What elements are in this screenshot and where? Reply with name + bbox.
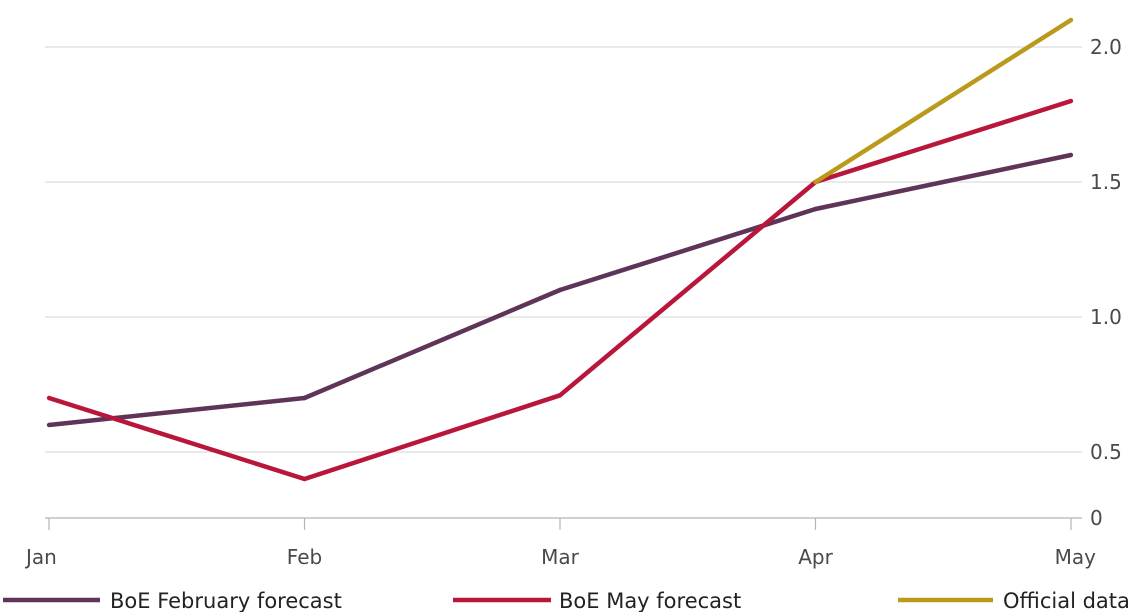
data-point xyxy=(1068,17,1074,23)
data-point xyxy=(302,395,307,401)
x-tick-label: May xyxy=(1055,545,1097,569)
legend-label: Official data xyxy=(1003,589,1130,612)
data-point xyxy=(46,395,52,401)
y-tick-label: 1.0 xyxy=(1090,305,1122,329)
y-tick-label: 1.5 xyxy=(1090,170,1122,194)
y-tick-label: 0.5 xyxy=(1090,440,1122,464)
data-point xyxy=(1068,152,1074,158)
x-tick-label: Feb xyxy=(287,545,322,569)
legend-item: Official data xyxy=(898,589,1130,612)
data-point xyxy=(302,476,307,482)
legend-label: BoE May forecast xyxy=(559,589,741,612)
legend: BoE February forecast BoE May forecast Off… xyxy=(3,589,1130,612)
y-tick-label: 0 xyxy=(1090,506,1103,530)
data-point xyxy=(813,179,818,185)
y-tick-label: 2.0 xyxy=(1090,35,1122,59)
x-tick-label: Apr xyxy=(798,545,833,569)
legend-item: BoE February forecast xyxy=(3,589,342,612)
legend-item: BoE May forecast xyxy=(453,589,741,612)
data-point xyxy=(557,287,563,293)
x-tick-label: Jan xyxy=(24,545,57,569)
y-axis: 0 0.5 1.0 1.5 2.0 xyxy=(1090,35,1122,530)
data-point xyxy=(1068,98,1074,104)
data-point xyxy=(557,393,563,398)
series-line-2 xyxy=(814,18,1073,184)
legend-label: BoE February forecast xyxy=(110,589,342,612)
x-axis: Jan Feb Mar Apr May xyxy=(24,518,1096,569)
data-point xyxy=(46,422,52,428)
x-tick-label: Mar xyxy=(541,545,580,569)
series-lines xyxy=(46,17,1074,482)
data-point xyxy=(813,206,818,212)
